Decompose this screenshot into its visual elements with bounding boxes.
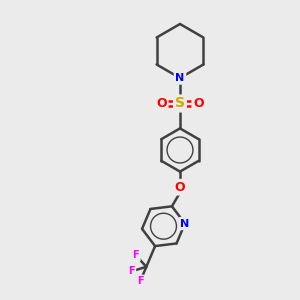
Text: O: O xyxy=(156,97,167,110)
Text: O: O xyxy=(175,181,185,194)
Text: F: F xyxy=(133,250,139,260)
Text: N: N xyxy=(176,73,184,83)
Text: F: F xyxy=(128,266,135,276)
Text: S: S xyxy=(175,97,185,110)
Text: N: N xyxy=(180,218,190,229)
Text: O: O xyxy=(193,97,204,110)
Text: F: F xyxy=(137,276,144,286)
